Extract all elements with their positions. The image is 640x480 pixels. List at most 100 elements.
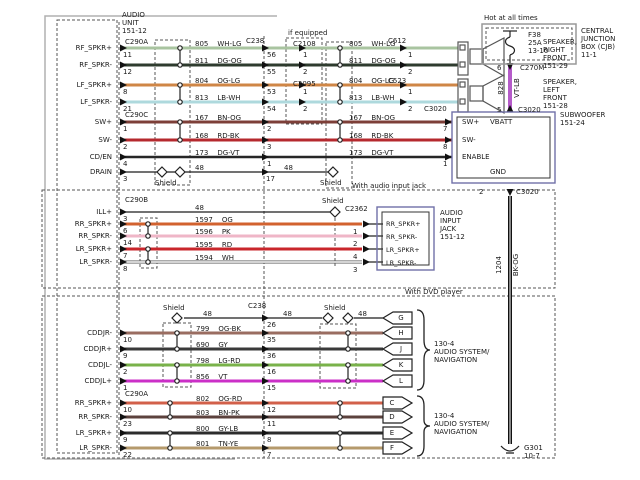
pin-number: 12 bbox=[123, 68, 132, 76]
jack-pin-label: LR_SPKR- bbox=[386, 259, 417, 267]
connector-label: C238 bbox=[248, 302, 267, 310]
twisted-pair-icon bbox=[337, 430, 343, 451]
wire-label: 48 bbox=[195, 204, 204, 212]
fuse-label: F38 25A 13-10 bbox=[528, 31, 549, 55]
audio-input-jack-label: AUDIO INPUT JACK 151-12 bbox=[440, 209, 465, 241]
row-label: CDDJL+ bbox=[84, 377, 113, 385]
twisted-pair-icon bbox=[145, 246, 151, 265]
connector-label: C3020 bbox=[516, 188, 539, 196]
connector-label: C2108 bbox=[293, 40, 316, 48]
section-label: With audio input jack bbox=[352, 182, 427, 190]
shield-diamond-icon bbox=[174, 166, 186, 178]
wire-label: 173 DG-VT bbox=[195, 149, 240, 157]
wire-label: 799 OG-BK bbox=[196, 325, 241, 333]
wire-label: 168 RD-BK bbox=[349, 132, 394, 140]
row-label: SW+ bbox=[94, 118, 112, 126]
fuse-icon bbox=[503, 30, 517, 63]
twisted-pair-icon bbox=[145, 221, 151, 239]
wire-label: 690 GY bbox=[196, 341, 228, 349]
speaker-right-label: SPEAKER, RIGHT FRONT 151-29 bbox=[543, 38, 577, 70]
connector-label: C290A bbox=[125, 38, 149, 46]
pin-number: 7 bbox=[443, 125, 448, 133]
pin-number: 7 bbox=[267, 451, 272, 459]
pin-number: 36 bbox=[267, 352, 276, 360]
pin-number: 9 bbox=[123, 436, 128, 444]
circuit-tags bbox=[381, 311, 414, 455]
audio-unit-title: AUDIO UNIT 151-12 bbox=[122, 11, 147, 35]
row-label: LF_SPKR- bbox=[80, 98, 112, 106]
wire-label: 811 DG-OG bbox=[195, 57, 242, 65]
row-label: LR_SPKR- bbox=[79, 258, 112, 266]
audio-unit-outline bbox=[56, 19, 118, 454]
brace-cf bbox=[416, 395, 431, 457]
row-label: RR_SPKR+ bbox=[74, 399, 112, 407]
pin-number: 3 bbox=[123, 175, 128, 183]
wire-number-vertical: 1204 bbox=[495, 256, 503, 274]
row-label: CDDJL- bbox=[87, 361, 112, 369]
shield-label: Shield bbox=[324, 304, 346, 312]
pin-number: 54 bbox=[267, 105, 276, 113]
shield-diamond-icon bbox=[342, 312, 354, 324]
dashed-outlines bbox=[41, 19, 573, 459]
twisted-pair-icon bbox=[177, 119, 183, 143]
row-label: ILL+ bbox=[96, 208, 112, 216]
circuit-tag: C bbox=[389, 399, 395, 407]
twisted-pair-icon bbox=[177, 82, 183, 105]
pin-number: 56 bbox=[267, 51, 276, 59]
pin-number: 26 bbox=[267, 321, 276, 329]
row-label: RR_SPKR+ bbox=[74, 220, 112, 228]
row-label: CD/EN bbox=[89, 153, 112, 161]
wire-label: 168 RD-BK bbox=[195, 132, 240, 140]
pin-number: 8 bbox=[123, 265, 128, 273]
circuit-tag: D bbox=[389, 413, 395, 421]
wire-label: 856 VT bbox=[196, 373, 228, 381]
pin-number: 2 bbox=[479, 188, 484, 196]
subwoofer-label: SUBWOOFER 151-24 bbox=[560, 111, 606, 127]
wire-label: 813 LB-WH bbox=[195, 94, 241, 102]
subwoofer-pin-label: ENABLE bbox=[462, 153, 490, 161]
wires bbox=[122, 46, 512, 450]
wire-label: 167 BN-OG bbox=[349, 114, 396, 122]
shield-label: Shield bbox=[155, 179, 177, 187]
twisted-pair-icon bbox=[345, 362, 351, 384]
cjb-inner-box bbox=[485, 27, 573, 61]
pin-number: 8 bbox=[123, 88, 128, 96]
wire-label: 167 BN-OG bbox=[195, 114, 242, 122]
shield-box-mid bbox=[139, 217, 158, 269]
connector-label: C3020 bbox=[518, 106, 541, 114]
connector-label: C3020 bbox=[424, 105, 447, 113]
wire-label: 48 bbox=[284, 164, 293, 172]
subwoofer-pin-label: GND bbox=[490, 168, 507, 176]
hot-at-all-times-label: Hot at all times bbox=[484, 14, 538, 22]
connector-label: C290C bbox=[125, 111, 149, 119]
wire-label: 804 OG-LG bbox=[195, 77, 241, 85]
connector-label: C612 bbox=[388, 37, 407, 45]
section-label: With DVD player bbox=[405, 288, 463, 296]
twisted-pair-icon bbox=[177, 45, 183, 68]
pin-number: 1 bbox=[267, 160, 272, 168]
shield-diamond-icon bbox=[329, 206, 341, 218]
tag-L-shape bbox=[381, 374, 413, 388]
row-label: SW- bbox=[98, 136, 112, 144]
shield-box-top-left bbox=[154, 39, 191, 186]
twisted-pair-icon bbox=[174, 362, 180, 384]
pin-number: 4 bbox=[123, 160, 128, 168]
pin-number: 4 bbox=[353, 253, 358, 261]
circuit-tag: G bbox=[398, 314, 404, 322]
circuit-tag: J bbox=[399, 345, 403, 353]
ground-icon bbox=[500, 445, 520, 454]
tag-C-shape bbox=[382, 396, 414, 410]
audio-input-jack-section-box bbox=[41, 189, 556, 289]
pin-number: 16 bbox=[267, 368, 276, 376]
row-label: RF_SPKR+ bbox=[75, 44, 112, 52]
pin-number: 2 bbox=[408, 68, 413, 76]
pin-number: 2 bbox=[123, 143, 128, 151]
row-label: LR_SPKR- bbox=[79, 444, 112, 452]
pin-number: 11 bbox=[123, 51, 132, 59]
brace-icons bbox=[416, 309, 431, 457]
wire-label: 802 OG-RD bbox=[196, 395, 243, 403]
wire-label: 1597 OG bbox=[195, 216, 233, 224]
ground-label: G301 10-7 bbox=[524, 444, 543, 460]
connector-label: C270M bbox=[520, 64, 545, 72]
wire-color-vertical: BK-OG bbox=[512, 253, 520, 277]
